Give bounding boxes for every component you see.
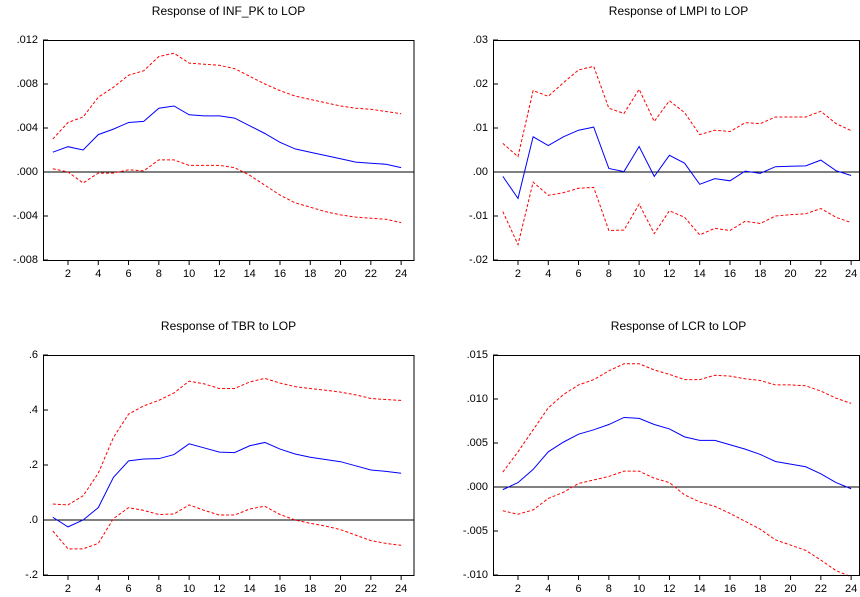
y-tick-label: .010 — [467, 393, 488, 405]
x-tick-label: 12 — [663, 268, 675, 280]
y-tick-label: .02 — [473, 78, 488, 90]
x-tick-label: 4 — [95, 268, 101, 280]
x-tick-label: 14 — [244, 268, 256, 280]
y-tick-label: -.004 — [13, 210, 38, 222]
x-tick-label: 18 — [754, 583, 766, 595]
chart-title: Response of TBR to LOP — [161, 319, 296, 333]
response-line — [52, 159, 402, 224]
x-tick-label: 12 — [213, 583, 225, 595]
x-tick-label: 12 — [663, 583, 675, 595]
response-line — [52, 105, 402, 169]
x-tick-label: 18 — [754, 268, 766, 280]
response-line — [502, 416, 852, 491]
x-tick-label: 24 — [395, 268, 407, 280]
x-tick-label: 14 — [694, 583, 706, 595]
x-tick-label: 10 — [633, 268, 645, 280]
x-tick-label: 12 — [213, 268, 225, 280]
x-tick-label: 8 — [606, 268, 612, 280]
y-tick-label: .004 — [17, 122, 38, 134]
x-tick-label: 24 — [845, 268, 857, 280]
y-tick-label: .01 — [473, 122, 488, 134]
y-tick-label: .2 — [29, 459, 38, 471]
x-tick-label: 4 — [545, 268, 551, 280]
y-tick-label: .03 — [473, 34, 488, 46]
x-tick-label: 6 — [125, 583, 131, 595]
y-tick-label: .000 — [17, 166, 38, 178]
response-line — [502, 363, 852, 473]
y-tick-label: .4 — [29, 404, 38, 416]
x-tick-label: 18 — [304, 268, 316, 280]
x-tick-label: 6 — [575, 268, 581, 280]
y-tick-label: .000 — [467, 481, 488, 493]
y-tick-label: -.008 — [13, 254, 38, 266]
response-line — [52, 441, 402, 528]
y-tick-label: .008 — [17, 78, 38, 90]
response-line — [502, 181, 852, 247]
x-tick-label: 2 — [65, 583, 71, 595]
x-tick-label: 16 — [724, 583, 736, 595]
chart-title: Response of LMPI to LOP — [609, 4, 748, 18]
response-line — [502, 126, 852, 200]
x-tick-label: 10 — [183, 583, 195, 595]
x-tick-label: 2 — [515, 268, 521, 280]
y-tick-label: -.010 — [463, 569, 488, 581]
x-tick-label: 20 — [334, 583, 346, 595]
x-tick-label: 8 — [156, 583, 162, 595]
y-tick-label: .012 — [17, 34, 38, 46]
y-tick-label: .00 — [473, 166, 488, 178]
x-tick-label: 22 — [815, 583, 827, 595]
x-tick-label: 18 — [304, 583, 316, 595]
x-tick-label: 4 — [95, 583, 101, 595]
x-tick-label: 16 — [274, 583, 286, 595]
plot-frame — [493, 40, 860, 261]
y-tick-label: -.2 — [25, 569, 38, 581]
chart-title: Response of INF_PK to LOP — [152, 4, 305, 18]
x-tick-label: 6 — [575, 583, 581, 595]
y-tick-label: -.01 — [469, 210, 488, 222]
x-tick-label: 10 — [633, 583, 645, 595]
response-line — [52, 377, 402, 506]
x-tick-label: 20 — [784, 268, 796, 280]
response-line — [52, 504, 402, 550]
x-tick-label: 2 — [65, 268, 71, 280]
y-tick-label: -.005 — [463, 525, 488, 537]
x-tick-label: 24 — [845, 583, 857, 595]
x-tick-label: 2 — [515, 583, 521, 595]
y-tick-label: .0 — [29, 514, 38, 526]
y-tick-label: -.02 — [469, 254, 488, 266]
x-tick-label: 8 — [606, 583, 612, 595]
x-tick-label: 8 — [156, 268, 162, 280]
y-tick-label: .015 — [467, 349, 488, 361]
x-tick-label: 14 — [694, 268, 706, 280]
x-tick-label: 20 — [334, 268, 346, 280]
x-tick-label: 14 — [244, 583, 256, 595]
plot-frame — [43, 40, 415, 261]
plot-frame — [493, 355, 860, 576]
y-tick-label: .6 — [29, 349, 38, 361]
x-tick-label: 10 — [183, 268, 195, 280]
x-tick-label: 16 — [724, 268, 736, 280]
x-tick-label: 22 — [815, 268, 827, 280]
x-tick-label: 16 — [274, 268, 286, 280]
x-tick-label: 24 — [395, 583, 407, 595]
x-tick-label: 4 — [545, 583, 551, 595]
response-line — [52, 52, 402, 140]
chart-title: Response of LCR to LOP — [611, 319, 746, 333]
y-tick-label: .005 — [467, 437, 488, 449]
x-tick-label: 6 — [125, 268, 131, 280]
x-tick-label: 22 — [365, 583, 377, 595]
response-line — [502, 65, 852, 158]
x-tick-label: 20 — [784, 583, 796, 595]
x-tick-label: 22 — [365, 268, 377, 280]
